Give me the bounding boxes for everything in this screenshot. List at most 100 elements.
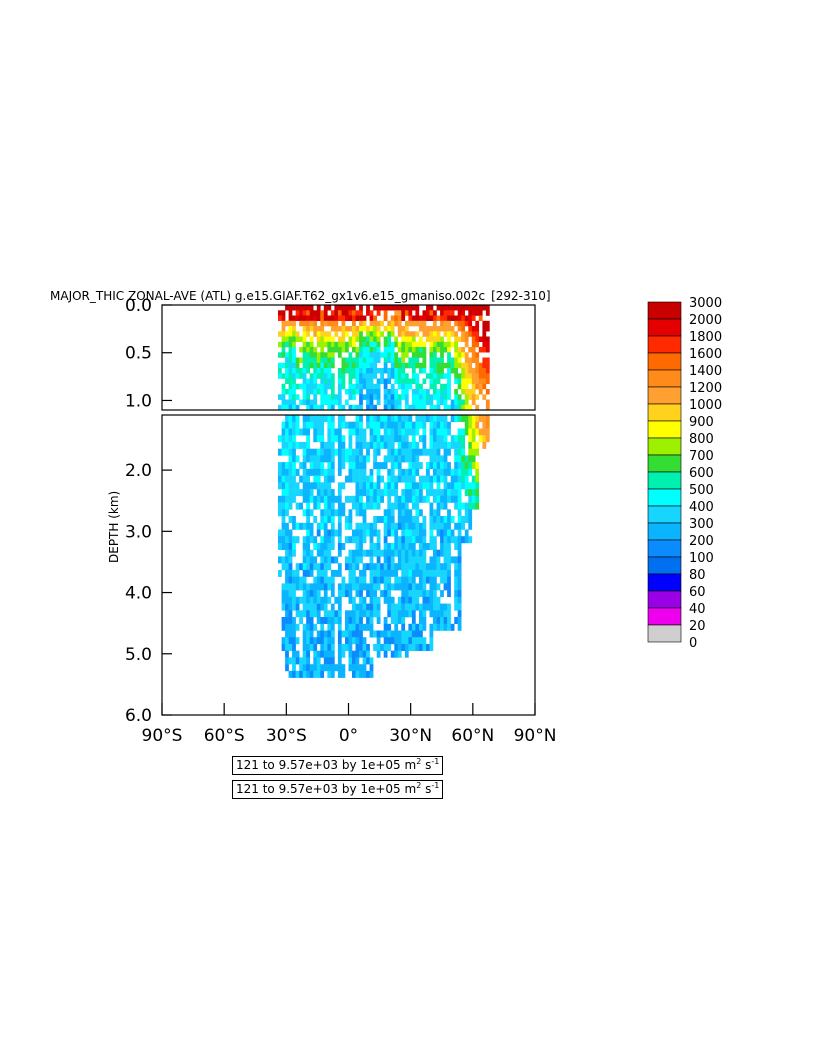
heatmap-cell — [440, 590, 444, 598]
heatmap-cell — [464, 415, 469, 422]
heatmap-cell — [475, 489, 480, 497]
heatmap-cell — [306, 549, 310, 557]
heatmap-cell — [345, 399, 349, 405]
heatmap-cell — [447, 610, 451, 618]
heatmap-cell — [471, 373, 476, 379]
heatmap-cell — [359, 357, 363, 363]
heatmap-cell — [348, 522, 353, 530]
heatmap-cell — [309, 670, 314, 678]
heatmap-cell — [285, 368, 289, 374]
heatmap-cell — [436, 404, 441, 411]
heatmap-cell — [285, 644, 289, 651]
heatmap-cell — [306, 394, 310, 400]
heatmap-cell — [327, 556, 332, 564]
heatmap-cell — [306, 623, 310, 631]
heatmap-cell — [387, 516, 392, 523]
colorbar-label: 700 — [689, 449, 714, 464]
heatmap-cell — [348, 383, 353, 390]
heatmap-cell — [316, 326, 321, 332]
heatmap-cell — [366, 331, 370, 337]
heatmap-cell — [394, 482, 399, 490]
heatmap-cell — [376, 320, 381, 327]
heatmap-cell — [281, 502, 286, 510]
heatmap-cell — [320, 310, 325, 316]
heatmap-cell — [408, 362, 413, 369]
heatmap-cell — [408, 336, 413, 342]
heatmap-cell — [302, 373, 307, 379]
heatmap-cell — [454, 441, 458, 449]
heatmap-cell — [408, 576, 413, 584]
heatmap-cell — [337, 455, 342, 463]
heatmap-cell — [433, 341, 437, 348]
heatmap-cell — [383, 326, 388, 332]
heatmap-cell — [373, 644, 377, 651]
heatmap-cell — [440, 441, 444, 449]
colorbar-label: 1200 — [689, 381, 722, 396]
heatmap-cell — [422, 482, 427, 490]
heatmap-cell — [278, 352, 282, 358]
heatmap-cell — [320, 489, 325, 497]
heatmap-cell — [450, 368, 455, 374]
heatmap-cell — [330, 529, 335, 537]
heatmap-cell — [352, 623, 356, 631]
heatmap-cell — [320, 569, 325, 577]
heatmap-cell — [404, 421, 409, 429]
heatmap-cell — [323, 389, 328, 395]
heatmap-cell — [394, 421, 399, 429]
heatmap-cell — [288, 368, 293, 374]
heatmap-cell — [278, 509, 282, 517]
heatmap-cell — [316, 435, 321, 443]
heatmap-cell — [390, 610, 395, 618]
heatmap-cell — [457, 516, 462, 523]
heatmap-cell — [387, 610, 392, 618]
heatmap-cell — [419, 435, 423, 443]
heatmap-cell — [390, 516, 395, 523]
heatmap-cell — [299, 428, 303, 436]
heatmap-cell — [415, 310, 420, 316]
colorbar-swatch — [647, 454, 682, 473]
heatmap-cell — [302, 315, 307, 321]
heatmap-cell — [352, 404, 356, 411]
heatmap-cell — [447, 482, 451, 490]
heatmap-cell — [411, 495, 416, 503]
heatmap-cell — [447, 536, 451, 544]
heatmap-cell — [457, 549, 462, 557]
heatmap-cell — [341, 670, 346, 678]
heatmap-cell — [323, 543, 328, 550]
heatmap-cell — [302, 556, 307, 564]
heatmap-cell — [362, 529, 367, 537]
heatmap-cell — [387, 583, 392, 591]
heatmap-cell — [359, 596, 363, 604]
heatmap-cell — [408, 509, 413, 517]
heatmap-cell — [348, 576, 353, 584]
heatmap-cell — [309, 310, 314, 316]
heatmap-cell — [323, 394, 328, 400]
heatmap-cell — [387, 347, 392, 353]
heatmap-cell — [278, 435, 282, 443]
heatmap-cell — [429, 509, 434, 517]
heatmap-cell — [278, 373, 282, 379]
heatmap-cell — [345, 347, 349, 353]
heatmap-cell — [369, 664, 374, 672]
heatmap-cell — [457, 315, 462, 321]
heatmap-cell — [461, 455, 465, 463]
heatmap-cell — [285, 610, 289, 618]
heatmap-cell — [348, 455, 353, 463]
heatmap-cell — [313, 462, 318, 470]
heatmap-cell — [330, 310, 335, 316]
heatmap-cell — [341, 421, 346, 429]
heatmap-cell — [426, 569, 430, 577]
heatmap-cell — [285, 441, 289, 449]
heatmap-cell — [285, 502, 289, 510]
heatmap-cell — [348, 644, 353, 651]
heatmap-cell — [443, 441, 448, 449]
heatmap-cell — [359, 536, 363, 544]
heatmap-cell — [355, 428, 360, 436]
heatmap-cell — [390, 596, 395, 604]
heatmap-cell — [408, 378, 413, 384]
heatmap-cell — [422, 394, 427, 400]
heatmap-cell — [359, 362, 363, 369]
heatmap-cell — [295, 315, 300, 321]
heatmap-cell — [355, 590, 360, 598]
heatmap-cell — [281, 428, 286, 436]
